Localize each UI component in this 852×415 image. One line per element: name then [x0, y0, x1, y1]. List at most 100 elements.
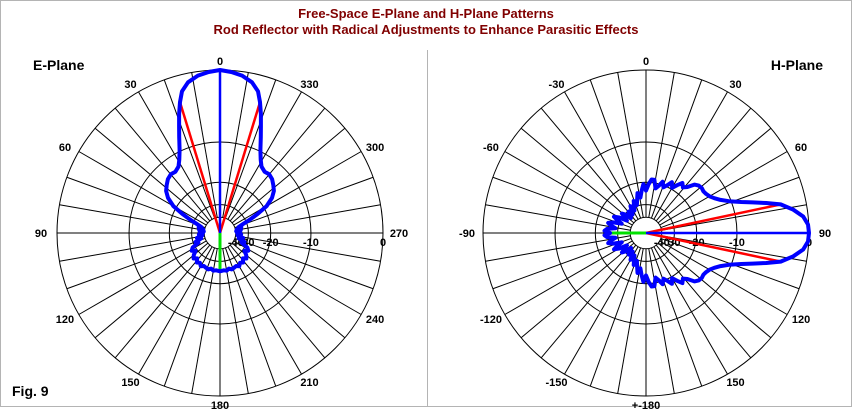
- grid-spoke: [655, 244, 752, 359]
- grid-spoke: [231, 127, 346, 224]
- grid-spoke: [492, 176, 632, 229]
- grid-spoke: [520, 127, 635, 224]
- angle-label: 120: [792, 314, 810, 326]
- angle-label: 30: [729, 79, 741, 91]
- grid-spoke: [222, 72, 249, 218]
- angle-label: 300: [366, 142, 384, 154]
- grid-spoke: [224, 79, 277, 219]
- angle-label: +-180: [632, 400, 660, 412]
- grid-spoke: [138, 91, 213, 220]
- grid-spoke: [653, 91, 728, 220]
- grid-spoke: [78, 240, 207, 315]
- grid-spoke: [657, 127, 772, 224]
- figure-title: Free-Space E-Plane and H-Plane Patterns …: [0, 6, 852, 38]
- db-scale-label: 0: [380, 237, 386, 249]
- grid-spoke: [235, 235, 381, 262]
- e-plane-label: E-Plane: [33, 57, 85, 73]
- h-plane-chart: -4030-20-1000306090120150+-180-150-120-9…: [459, 56, 831, 412]
- grid-spoke: [191, 72, 218, 218]
- angle-label: 150: [121, 377, 139, 389]
- angle-label: 60: [59, 142, 71, 154]
- grid-spoke: [224, 247, 277, 387]
- angle-label: 90: [819, 228, 831, 240]
- angle-label: 30: [124, 79, 136, 91]
- angle-label: 150: [726, 377, 744, 389]
- grid-spoke: [648, 72, 675, 218]
- grid-spoke: [59, 204, 205, 231]
- db-scale-label: -40: [654, 237, 670, 249]
- grid-spoke: [650, 79, 703, 219]
- pattern-trace: [164, 68, 276, 274]
- grid-spoke: [233, 240, 362, 315]
- grid-spoke: [564, 91, 639, 220]
- grid-spoke: [94, 127, 209, 224]
- grid-spoke: [540, 244, 637, 359]
- angle-label: 90: [35, 228, 47, 240]
- grid-spoke: [114, 244, 211, 359]
- grid-spoke: [659, 240, 788, 315]
- figure-title-line1: Free-Space E-Plane and H-Plane Patterns: [298, 6, 554, 21]
- grid-spoke: [66, 237, 206, 290]
- figure-title-line2: Rod Reflector with Radical Adjustments t…: [213, 22, 639, 37]
- angle-label: 180: [211, 400, 229, 412]
- grid-spoke: [564, 246, 639, 375]
- grid-spoke: [163, 247, 216, 387]
- angle-label: -30: [549, 79, 565, 91]
- grid-spoke: [485, 235, 631, 262]
- grid-spoke: [504, 240, 633, 315]
- db-scale-label: -10: [729, 237, 745, 249]
- angle-label: -90: [459, 228, 475, 240]
- grid-spoke: [94, 242, 209, 339]
- grid-spoke: [655, 107, 752, 222]
- grid-spoke: [589, 79, 642, 219]
- grid-spoke: [520, 242, 635, 339]
- grid-spoke: [222, 248, 249, 394]
- grid-spoke: [661, 204, 807, 231]
- grid-spoke: [650, 247, 703, 387]
- angle-label: 210: [300, 377, 318, 389]
- grid-spoke: [114, 107, 211, 222]
- angle-label: 270: [390, 228, 408, 240]
- angle-label: -60: [483, 142, 499, 154]
- grid-spoke: [78, 151, 207, 226]
- grid-spoke: [540, 107, 637, 222]
- angle-label: 0: [643, 56, 649, 68]
- angle-label: 240: [366, 314, 384, 326]
- db-scale-label: -10: [303, 237, 319, 249]
- grid-spoke: [659, 151, 788, 226]
- grid-spoke: [234, 176, 374, 229]
- grid-spoke: [492, 237, 632, 290]
- grid-spoke: [233, 151, 362, 226]
- fig-number-label: Fig. 9: [12, 383, 49, 399]
- grid-spoke: [653, 246, 728, 375]
- grid-spoke: [661, 235, 807, 262]
- db-scale-label: -20: [263, 237, 279, 249]
- angle-label: 60: [795, 142, 807, 154]
- beamwidth-marker-line: [218, 101, 262, 234]
- beamwidth-marker-line: [645, 231, 781, 263]
- beamwidth-marker-line: [178, 101, 222, 234]
- angle-label: 120: [56, 314, 74, 326]
- grid-spoke: [191, 248, 218, 394]
- grid-spoke: [231, 242, 346, 339]
- angle-label: 0: [217, 56, 223, 68]
- grid-spoke: [163, 79, 216, 219]
- pattern-trace: [602, 177, 811, 289]
- grid-spoke: [485, 204, 631, 231]
- grid-spoke: [504, 151, 633, 226]
- grid-spoke: [59, 235, 205, 262]
- angle-label: -120: [480, 314, 502, 326]
- grid-spoke: [229, 107, 326, 222]
- h-plane-label: H-Plane: [770, 57, 823, 73]
- grid-spoke: [234, 237, 374, 290]
- angle-label: 330: [300, 79, 318, 91]
- grid-spoke: [657, 242, 772, 339]
- grid-spoke: [66, 176, 206, 229]
- grid-spoke: [648, 248, 675, 394]
- angle-label: -150: [545, 377, 567, 389]
- grid-spoke: [227, 91, 302, 220]
